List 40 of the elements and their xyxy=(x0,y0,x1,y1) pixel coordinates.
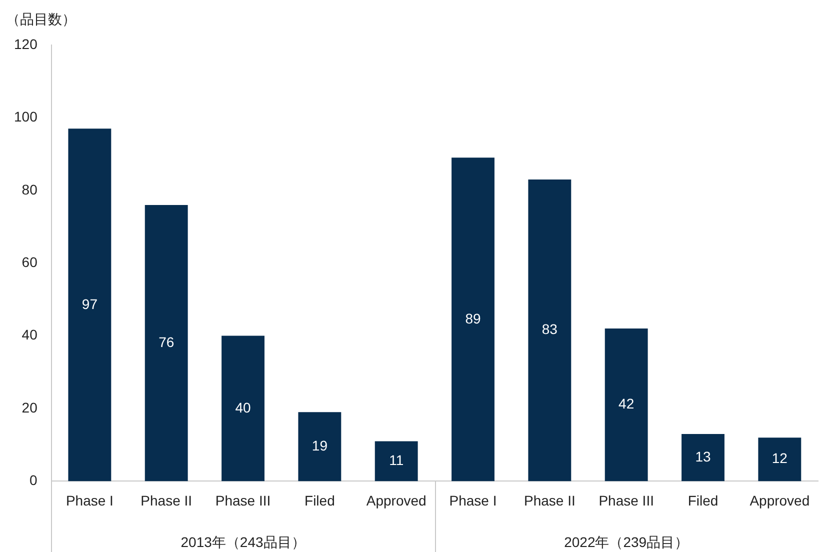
data-label: 89 xyxy=(465,310,482,326)
data-label: 42 xyxy=(618,396,634,412)
x-tick-label: Approved xyxy=(750,492,810,508)
x-tick-label: Phase III xyxy=(215,492,271,508)
data-label: 13 xyxy=(695,448,711,464)
data-label: 19 xyxy=(312,438,328,454)
text: 2022年（239品目） xyxy=(564,534,689,550)
x-tick-label: Phase I xyxy=(66,492,114,508)
y-tick-label: 80 xyxy=(22,181,38,198)
data-label: 11 xyxy=(389,452,404,468)
x-tick-label: Filed xyxy=(304,492,335,508)
data-label: 40 xyxy=(235,399,252,416)
text: 2013年（243品目） xyxy=(180,534,306,550)
bar xyxy=(682,434,724,482)
bar xyxy=(604,328,648,482)
data-label: 97 xyxy=(82,296,98,312)
data-label: 12 xyxy=(772,450,788,466)
x-tick-label: Phase I xyxy=(449,492,497,508)
x-tick-label: Phase III xyxy=(598,492,654,508)
bar xyxy=(528,179,572,482)
y-tick-label: 60 xyxy=(22,254,38,270)
data-label: 83 xyxy=(542,321,558,338)
x-tick-label: Approved xyxy=(366,492,426,508)
bar xyxy=(452,158,494,482)
bar xyxy=(222,336,264,482)
y-tick-label: 40 xyxy=(22,326,38,343)
data-label: 76 xyxy=(158,334,174,350)
bar xyxy=(298,412,342,482)
bar xyxy=(68,128,112,482)
y-tick-label: 100 xyxy=(14,108,38,125)
y-tick-label: 0 xyxy=(30,472,38,488)
y-tick-label: 20 xyxy=(22,399,38,416)
x-tick-label: Phase II xyxy=(140,492,192,508)
bar xyxy=(144,204,188,482)
y-axis-title: （品目数） xyxy=(6,10,76,27)
y-tick-label: 120 xyxy=(14,36,38,52)
bar xyxy=(374,441,418,482)
bar xyxy=(758,438,802,482)
x-tick-label: Phase II xyxy=(524,492,576,508)
x-tick-label: Filed xyxy=(688,492,718,508)
